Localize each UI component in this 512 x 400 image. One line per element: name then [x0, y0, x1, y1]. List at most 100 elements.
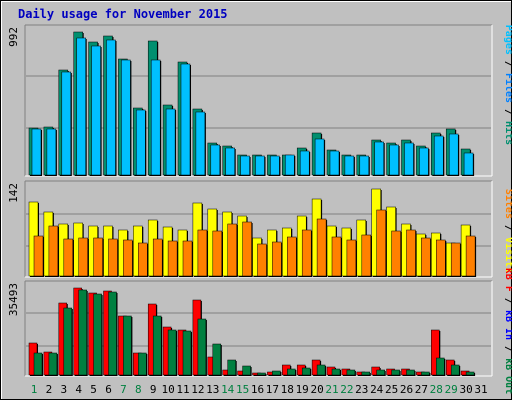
bar-files-day-6 [106, 39, 116, 176]
bar-files-day-9 [150, 59, 161, 176]
bar-sites-day-24 [376, 209, 386, 277]
bar-kb-out-day-30 [465, 371, 475, 376]
legend-part: / [503, 55, 512, 73]
bar-files-day-24 [374, 141, 384, 176]
bar-kb-out-day-28 [436, 357, 445, 376]
day-label: 23 [355, 383, 368, 396]
day-label: 4 [75, 383, 82, 396]
bar-kb-out-day-3 [63, 307, 73, 376]
bar-kb-out-day-9 [152, 315, 162, 376]
bar-files-day-2 [46, 128, 57, 176]
bar-kb-out-day-6 [108, 291, 117, 376]
bar-sites-day-19 [301, 229, 312, 277]
bar-kb-out-day-7 [123, 315, 132, 376]
day-label: 9 [150, 383, 157, 396]
legend-hits-files-pages: Pages / Files / Hits [503, 25, 512, 145]
bar-sites-day-29 [450, 242, 461, 277]
day-label: 28 [430, 383, 443, 396]
bar-sites-day-27 [421, 237, 431, 277]
bar-files-day-30 [463, 152, 474, 176]
bar-kb-out-day-18 [287, 368, 296, 376]
bar-sites-day-15 [242, 221, 252, 277]
day-label: 14 [221, 383, 235, 396]
day-label: 7 [120, 383, 127, 396]
y-axis-max-label: 35493 [7, 283, 20, 316]
day-label: 22 [340, 383, 353, 396]
day-label: 27 [415, 383, 428, 396]
bar-sites-day-5 [93, 237, 103, 277]
bar-kb-out-day-15 [242, 365, 251, 376]
bar-sites-day-7 [123, 239, 133, 277]
bar-files-day-23 [359, 155, 370, 176]
bar-kb-out-day-27 [421, 371, 430, 376]
day-label: 8 [135, 383, 142, 396]
day-label: 13 [206, 383, 219, 396]
day-label: 19 [296, 383, 309, 396]
bar-files-day-7 [121, 59, 131, 176]
day-label: 31 [474, 383, 487, 396]
bar-sites-day-21 [331, 236, 342, 277]
day-label: 25 [385, 383, 398, 396]
bar-sites-day-25 [391, 230, 401, 277]
bar-sites-day-8 [138, 242, 148, 277]
day-label: 1 [31, 383, 38, 396]
graph-title: Daily usage for November 2015 [18, 7, 228, 21]
legend-part: / [503, 103, 512, 121]
y-axis-max-label: 992 [7, 27, 20, 47]
legend-part: Sites [503, 189, 512, 219]
day-label: 2 [46, 383, 53, 396]
bar-kb-out-day-25 [391, 369, 400, 376]
bar-sites-day-11 [182, 240, 193, 277]
bar-files-day-8 [136, 109, 146, 176]
bar-kb-out-day-22 [346, 369, 356, 376]
day-label: 11 [176, 383, 189, 396]
bar-files-day-11 [180, 63, 191, 176]
day-label: 15 [236, 383, 249, 396]
bar-sites-day-20 [316, 218, 327, 277]
bar-files-day-13 [210, 144, 221, 176]
bar-kb-out-day-10 [167, 329, 177, 376]
legend-kbf-kbin-kbout: kB F / kB In / kB Out [503, 268, 512, 394]
bar-sites-day-30 [465, 235, 476, 277]
bar-kb-out-day-1 [33, 352, 43, 376]
bar-kb-out-day-26 [406, 369, 415, 376]
legend-part: / [503, 340, 512, 358]
legend-part: kB Out [503, 358, 512, 394]
bar-sites-day-1 [33, 235, 44, 277]
bar-kb-out-day-2 [48, 352, 58, 376]
day-label: 20 [310, 383, 323, 396]
day-label: 17 [266, 383, 279, 396]
bar-files-day-12 [195, 111, 206, 176]
bar-files-day-22 [344, 155, 355, 176]
day-label: 16 [251, 383, 264, 396]
day-label: 30 [459, 383, 472, 396]
bar-files-day-20 [314, 138, 325, 176]
bar-files-day-5 [91, 45, 101, 176]
legend-part: Pages [503, 25, 512, 55]
bar-kb-out-day-16 [257, 372, 266, 376]
bar-kb-out-day-4 [78, 289, 87, 376]
legend-part: Files [503, 73, 512, 103]
bar-sites-day-4 [78, 237, 88, 277]
bar-sites-day-6 [108, 238, 118, 277]
bar-files-day-10 [165, 108, 176, 176]
bar-files-day-3 [61, 71, 72, 176]
bar-kb-out-day-29 [450, 364, 460, 376]
bar-sites-day-28 [436, 239, 446, 277]
bar-files-day-1 [31, 128, 42, 176]
bar-sites-day-3 [63, 238, 74, 277]
y-axis-max-label: 142 [7, 183, 20, 203]
bar-kb-out-day-17 [272, 370, 281, 376]
bar-kb-out-day-23 [361, 371, 371, 376]
bar-sites-day-22 [346, 239, 357, 277]
bar-files-day-17 [270, 155, 280, 176]
bar-kb-out-day-5 [93, 293, 102, 376]
bar-files-day-4 [76, 37, 86, 176]
bar-sites-day-17 [272, 241, 282, 277]
day-label: 26 [400, 383, 413, 396]
bar-kb-out-day-13 [212, 343, 222, 376]
bar-sites-day-10 [167, 240, 178, 277]
bar-sites-day-13 [212, 230, 223, 277]
legend-part: / [503, 292, 512, 310]
